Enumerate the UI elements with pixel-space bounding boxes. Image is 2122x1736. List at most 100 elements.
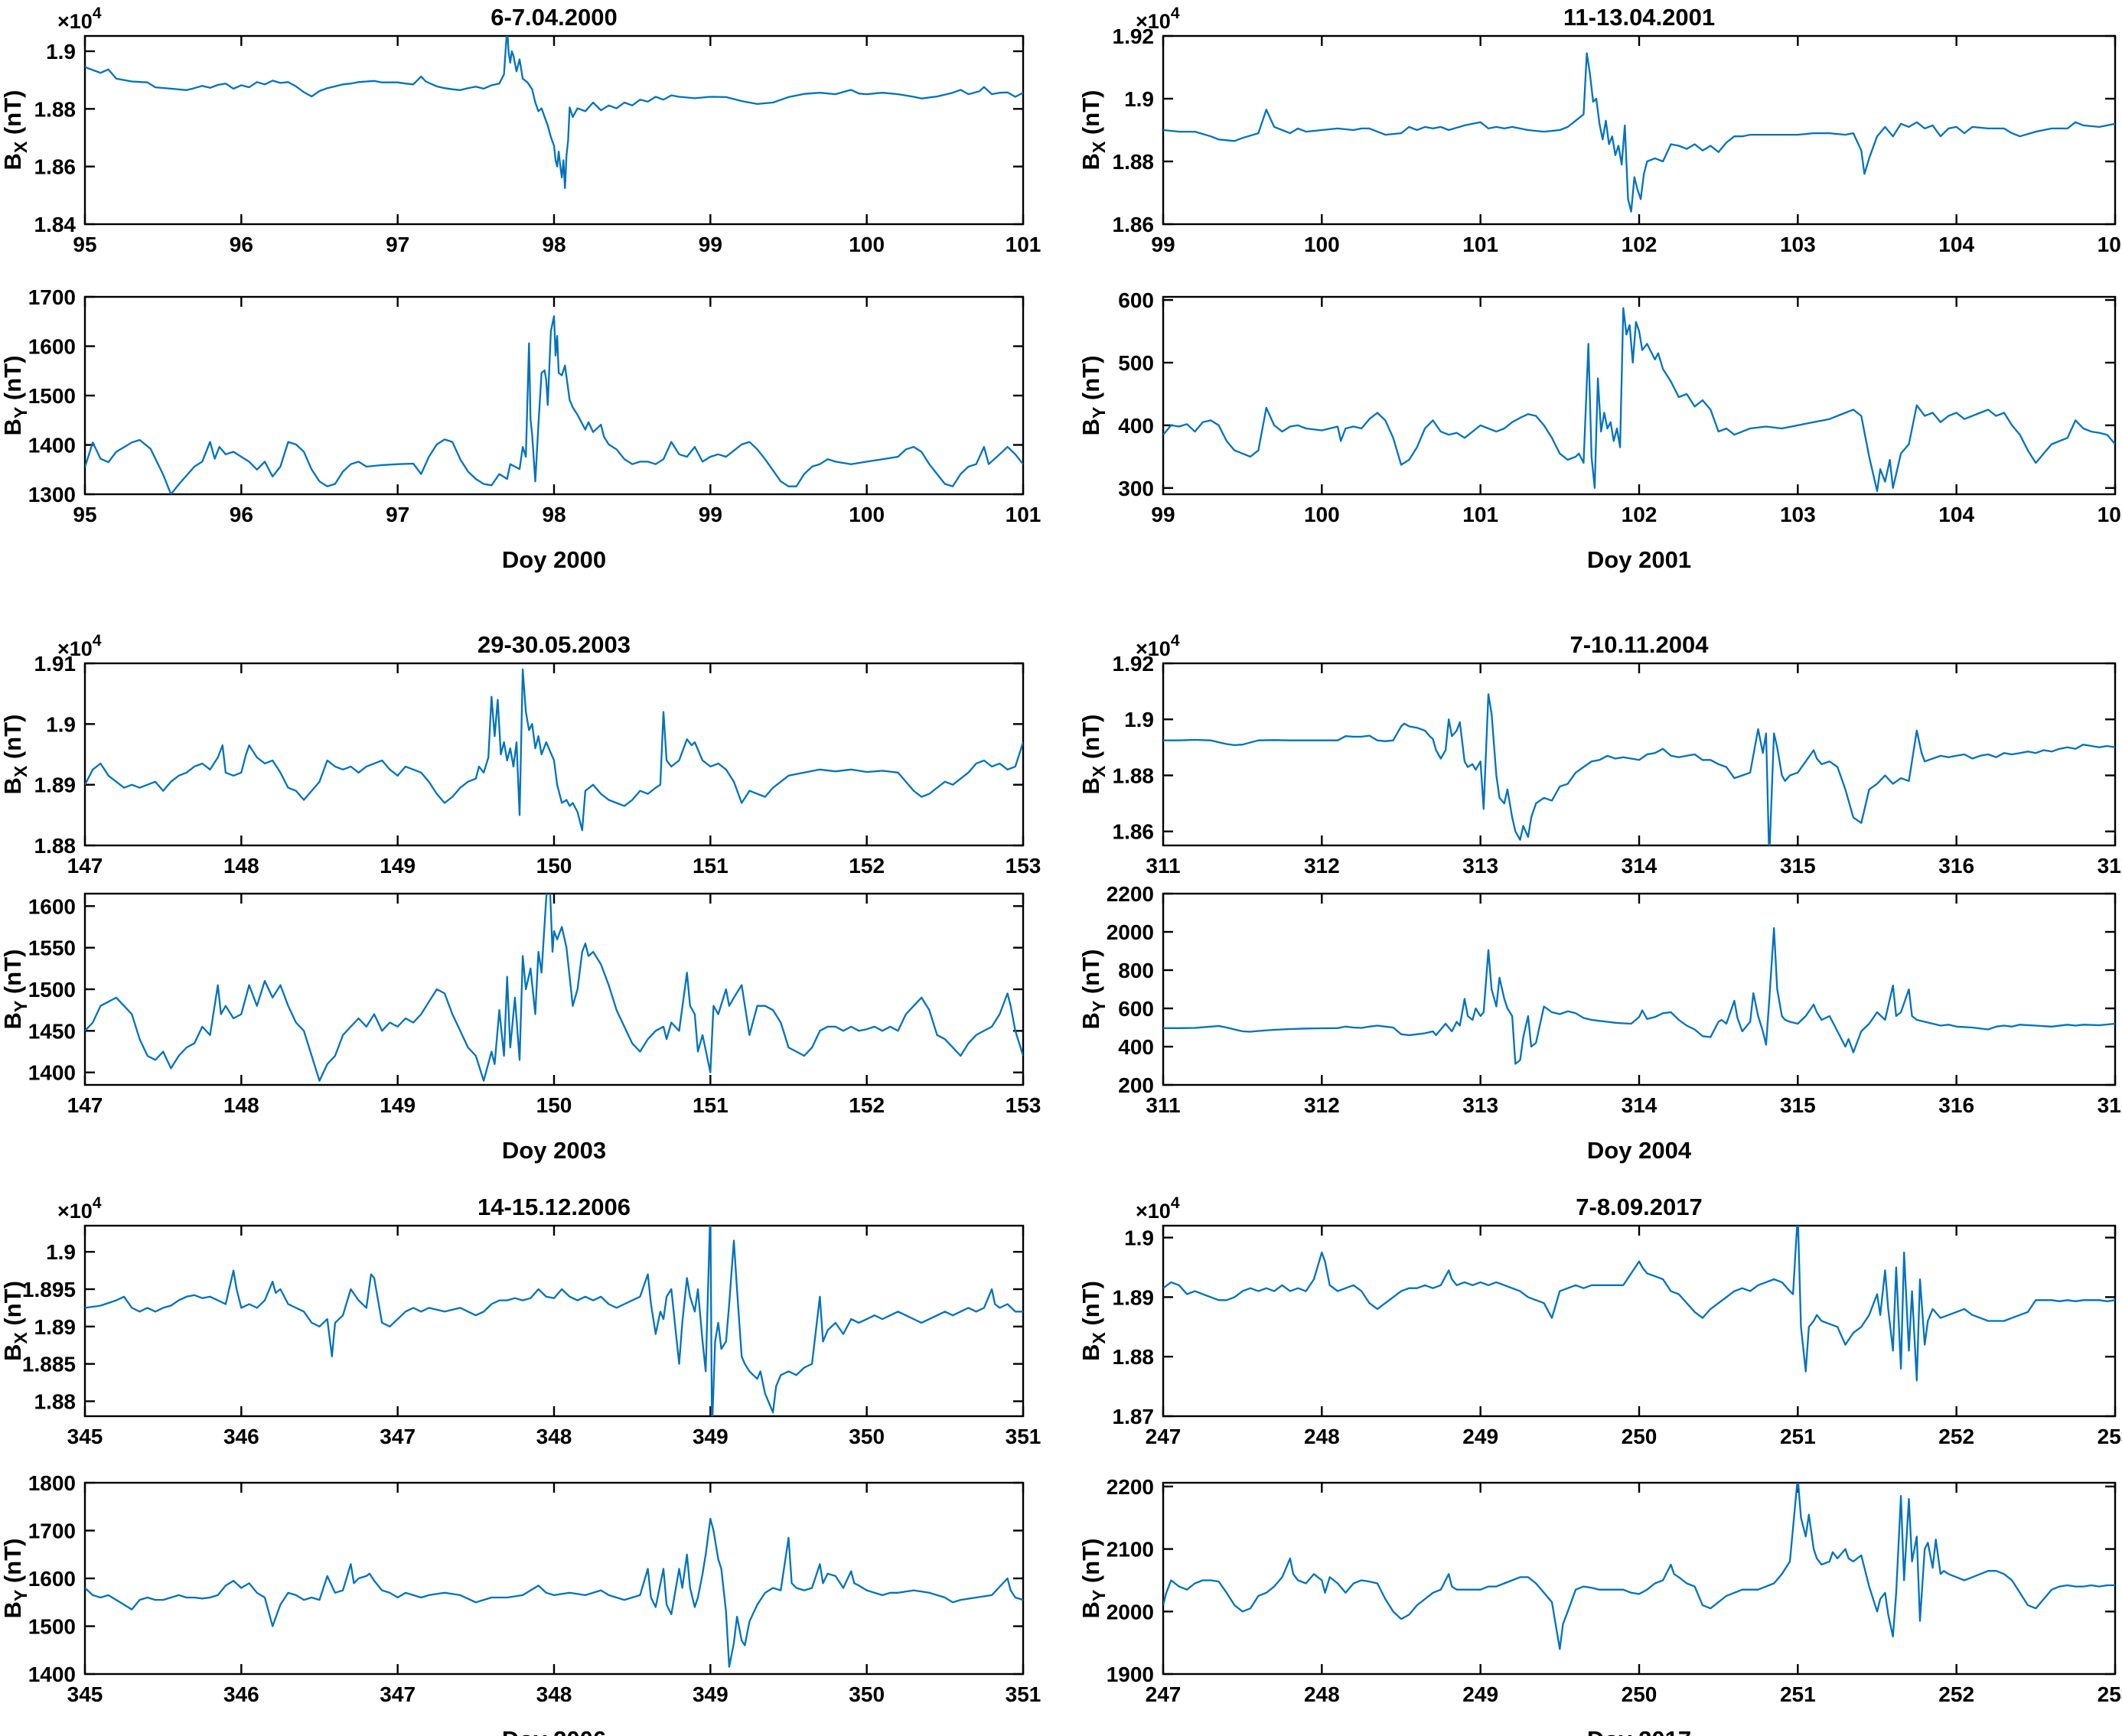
x-tick-label: 314 xyxy=(1622,854,1658,878)
axis-offset-label: ×104 xyxy=(1136,632,1180,660)
y-axis-label: BX (nT) xyxy=(1077,1281,1109,1361)
x-tick-label: 251 xyxy=(1780,1425,1816,1448)
y-tick-label: 1.9 xyxy=(1124,708,1154,731)
y-tick-label: 1.92 xyxy=(1113,652,1155,676)
y-tick-label: 1.88 xyxy=(1113,764,1155,787)
x-axis-label: Doy 2003 xyxy=(502,1137,606,1164)
y-axis-label: BY (nT) xyxy=(1077,1539,1109,1619)
x-tick-label: 152 xyxy=(849,1093,885,1117)
panel-3-subplot-top: 311 312 313 314 315 316 317 1.86 1.88 1.9 1.92 BX (… xyxy=(1077,631,2122,878)
x-tick-label: 151 xyxy=(693,854,729,878)
x-tick-label: 251 xyxy=(1780,1682,1816,1706)
axis-box xyxy=(83,892,1025,1086)
y-tick-label: 1600 xyxy=(28,1567,76,1591)
y-axis-label: BX (nT) xyxy=(1077,715,1109,795)
y-tick-label: 800 xyxy=(1118,959,1154,982)
x-tick-label: 248 xyxy=(1304,1682,1340,1706)
x-tick-label: 250 xyxy=(1622,1425,1658,1448)
y-tick-label: 1600 xyxy=(28,894,76,918)
x-tick-label: 253 xyxy=(2098,1682,2122,1706)
axis-box xyxy=(1162,1224,2117,1418)
x-tick-label: 101 xyxy=(1006,233,1041,256)
series-line xyxy=(1163,52,2115,213)
x-tick-label: 351 xyxy=(1006,1425,1041,1448)
series-line xyxy=(85,668,1023,832)
x-tick-label: 315 xyxy=(1780,854,1816,878)
axis-offset-label: ×104 xyxy=(1136,1194,1180,1223)
x-tick-label: 101 xyxy=(1462,233,1498,256)
series-line xyxy=(85,894,1023,1082)
axis-box xyxy=(1162,662,2117,847)
axis-box xyxy=(83,662,1025,847)
x-tick-label: 104 xyxy=(1938,233,1974,256)
x-tick-label: 95 xyxy=(73,503,96,526)
y-tick-label: 1.87 xyxy=(1113,1405,1155,1428)
x-tick-label: 345 xyxy=(67,1425,103,1448)
y-axis-label: BX (nT) xyxy=(0,90,31,171)
y-tick-label: 500 xyxy=(1118,351,1154,375)
x-tick-label: 351 xyxy=(1006,1682,1041,1706)
x-tick-label: 105 xyxy=(2098,233,2122,256)
y-tick-label: 1400 xyxy=(28,1663,76,1686)
x-tick-label: 101 xyxy=(1462,503,1498,526)
x-tick-label: 350 xyxy=(849,1682,885,1706)
y-tick-label: 1.89 xyxy=(1113,1285,1155,1309)
y-tick-label: 1500 xyxy=(28,978,76,1002)
x-tick-label: 105 xyxy=(2098,503,2122,526)
x-tick-label: 99 xyxy=(699,233,722,256)
x-tick-label: 96 xyxy=(230,233,253,256)
x-tick-label: 345 xyxy=(67,1682,103,1706)
y-tick-label: 1.86 xyxy=(34,155,77,179)
panel-4-subplot-bottom: 345 346 347 348 349 350 351 1400 1500 1600 1700 180… xyxy=(0,1471,1041,1736)
panel-0-subplot-top: 95 96 97 98 99 100 101 1.84 1.86 1.88 1.9 BX (nT) ×1… xyxy=(0,4,1041,256)
y-tick-label: 1.895 xyxy=(22,1278,76,1301)
y-tick-label: 1550 xyxy=(28,936,76,960)
x-tick-label: 149 xyxy=(380,1093,416,1117)
x-tick-label: 349 xyxy=(693,1425,729,1448)
axis-offset-label: ×104 xyxy=(57,632,102,660)
panel-5-subplot-bottom: 247 248 249 250 251 252 253 1900 2000 2100 2200 BY … xyxy=(1077,1475,2122,1736)
y-tick-label: 1.91 xyxy=(34,652,77,676)
x-tick-label: 98 xyxy=(542,503,566,526)
x-tick-label: 347 xyxy=(380,1682,416,1706)
panel-0-subplot-bottom: 95 96 97 98 99 100 101 1300 1400 1500 1600 1700 BY (… xyxy=(0,285,1041,573)
series-line xyxy=(1163,927,2115,1065)
y-tick-label: 2200 xyxy=(1107,882,1154,906)
series-line xyxy=(85,315,1023,494)
y-tick-label: 1700 xyxy=(28,1519,76,1543)
x-tick-label: 100 xyxy=(849,503,885,526)
x-tick-label: 96 xyxy=(230,503,253,526)
x-tick-label: 98 xyxy=(542,233,566,256)
x-tick-label: 252 xyxy=(1938,1682,1974,1706)
x-tick-label: 153 xyxy=(1006,1093,1041,1117)
x-tick-label: 99 xyxy=(1151,233,1175,256)
x-tick-label: 100 xyxy=(849,233,885,256)
y-axis-label: BX (nT) xyxy=(0,1281,31,1361)
series-line xyxy=(85,1517,1023,1668)
x-axis-label: Doy 2000 xyxy=(502,546,606,573)
y-tick-label: 600 xyxy=(1118,997,1154,1021)
y-tick-label: 300 xyxy=(1118,477,1154,500)
x-tick-label: 153 xyxy=(1006,854,1041,878)
x-tick-label: 248 xyxy=(1304,1425,1340,1448)
x-tick-label: 147 xyxy=(67,1093,103,1117)
y-axis-label: BY (nT) xyxy=(1077,949,1109,1030)
x-tick-label: 148 xyxy=(223,854,259,878)
y-tick-label: 1.9 xyxy=(46,40,76,64)
x-tick-label: 95 xyxy=(73,233,96,256)
panel-title: 14-15.12.2006 xyxy=(478,1194,631,1220)
series-line xyxy=(1163,1483,2115,1650)
x-tick-label: 249 xyxy=(1462,1425,1498,1448)
x-tick-label: 313 xyxy=(1462,854,1498,878)
y-tick-label: 200 xyxy=(1118,1073,1154,1097)
y-axis-label: BX (nT) xyxy=(1077,90,1109,171)
x-tick-label: 253 xyxy=(2098,1425,2122,1448)
x-tick-label: 148 xyxy=(223,1093,259,1117)
x-tick-label: 102 xyxy=(1622,233,1658,256)
x-tick-label: 316 xyxy=(1938,1093,1974,1117)
x-tick-label: 100 xyxy=(1304,233,1340,256)
x-tick-label: 348 xyxy=(536,1682,572,1706)
series-line xyxy=(85,36,1023,190)
y-tick-label: 1.88 xyxy=(34,1389,77,1413)
